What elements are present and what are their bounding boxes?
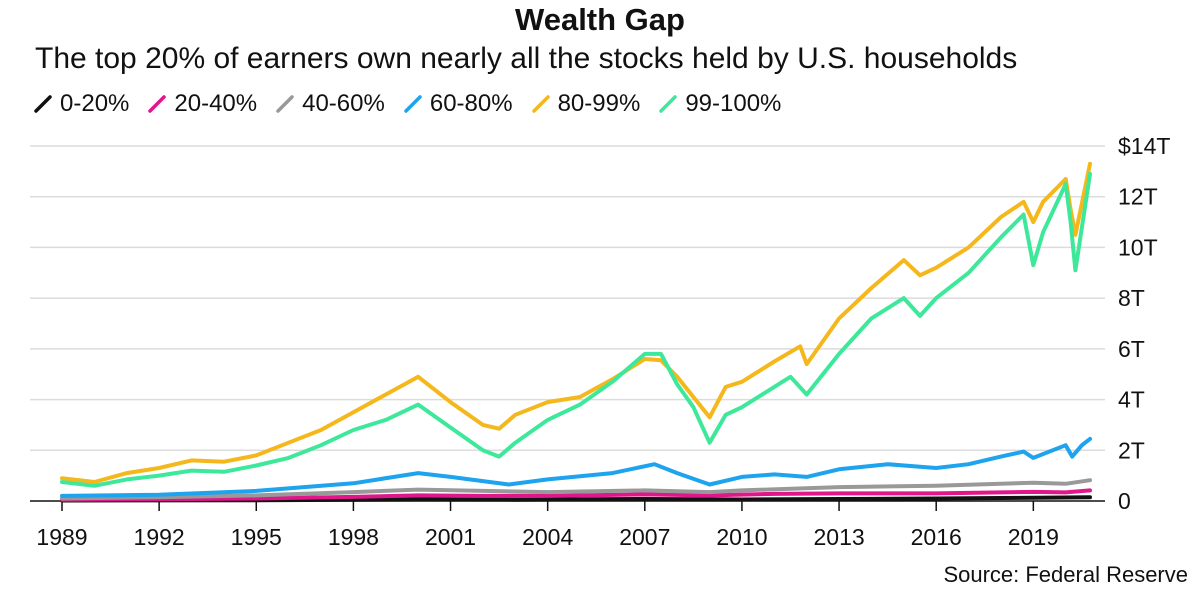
legend-item: 40-60% (275, 90, 385, 118)
x-tick-label: 2016 (911, 524, 962, 550)
legend-swatch-icon (148, 95, 167, 113)
x-tick-label: 2007 (619, 524, 670, 550)
x-tick-label: 1992 (134, 524, 185, 550)
legend-label: 0-20% (60, 90, 130, 117)
y-tick-labels: 0 2T 4T 6T 8T 10T 12T $14T (1118, 133, 1170, 514)
y-tick-label: $14T (1118, 133, 1170, 159)
x-tick-label: 2019 (1008, 524, 1059, 550)
x-tick-label: 2013 (813, 524, 864, 550)
series-line-99-100% (60, 171, 1092, 488)
legend-label: 60-80% (429, 90, 513, 117)
source-note: Source: Federal Reserve (943, 562, 1188, 587)
y-tick-label: 4T (1118, 387, 1145, 413)
legend-swatch-icon (276, 95, 294, 113)
y-tick-label: 12T (1118, 184, 1158, 210)
series-line-60-80% (60, 436, 1092, 498)
x-axis (30, 500, 1105, 511)
x-tick-labels: 1989 1992 1995 1998 2001 2004 2007 2010 2013 2016… (36, 524, 1059, 550)
legend: 0-20% 20-40% 40-60% 60-80% 80-99% 99-100% (33, 90, 799, 118)
chart-title: Wealth Gap (515, 2, 685, 37)
legend-label: 40-60% (302, 90, 385, 117)
y-tick-label: 2T (1118, 437, 1145, 463)
x-tick-label: 1995 (231, 524, 282, 550)
legend-item: 80-99% (531, 90, 641, 118)
legend-item: 0-20% (33, 90, 129, 118)
legend-swatch-icon (659, 95, 678, 113)
series-line-40-60% (60, 478, 1092, 501)
x-tick-label: 1998 (328, 524, 379, 550)
series-lines (60, 161, 1092, 503)
legend-item: 99-100% (658, 90, 781, 118)
y-tick-label: 0 (1118, 488, 1131, 514)
legend-swatch-icon (531, 95, 550, 113)
legend-swatch-icon (404, 95, 422, 113)
y-tick-label: 6T (1118, 336, 1145, 362)
series-line-80-99% (60, 161, 1092, 484)
chart-subtitle: The top 20% of earners own nearly all th… (35, 42, 1018, 75)
legend-label: 20-40% (174, 90, 258, 117)
legend-item: 20-40% (147, 90, 257, 118)
y-tick-label: 8T (1118, 285, 1145, 311)
x-tick-label: 2001 (425, 524, 476, 550)
y-tick-label: 10T (1118, 234, 1158, 260)
legend-swatch-icon (34, 95, 52, 113)
x-tick-label: 2010 (716, 524, 767, 550)
legend-label: 99-100% (685, 90, 782, 117)
legend-item: 60-80% (403, 90, 513, 118)
x-tick-label: 2004 (522, 524, 573, 550)
gridlines (30, 145, 1105, 452)
series-line-20-40% (60, 488, 1092, 502)
legend-label: 80-99% (557, 90, 641, 117)
series-line-0-20% (60, 495, 1092, 503)
x-tick-label: 1989 (36, 524, 87, 550)
